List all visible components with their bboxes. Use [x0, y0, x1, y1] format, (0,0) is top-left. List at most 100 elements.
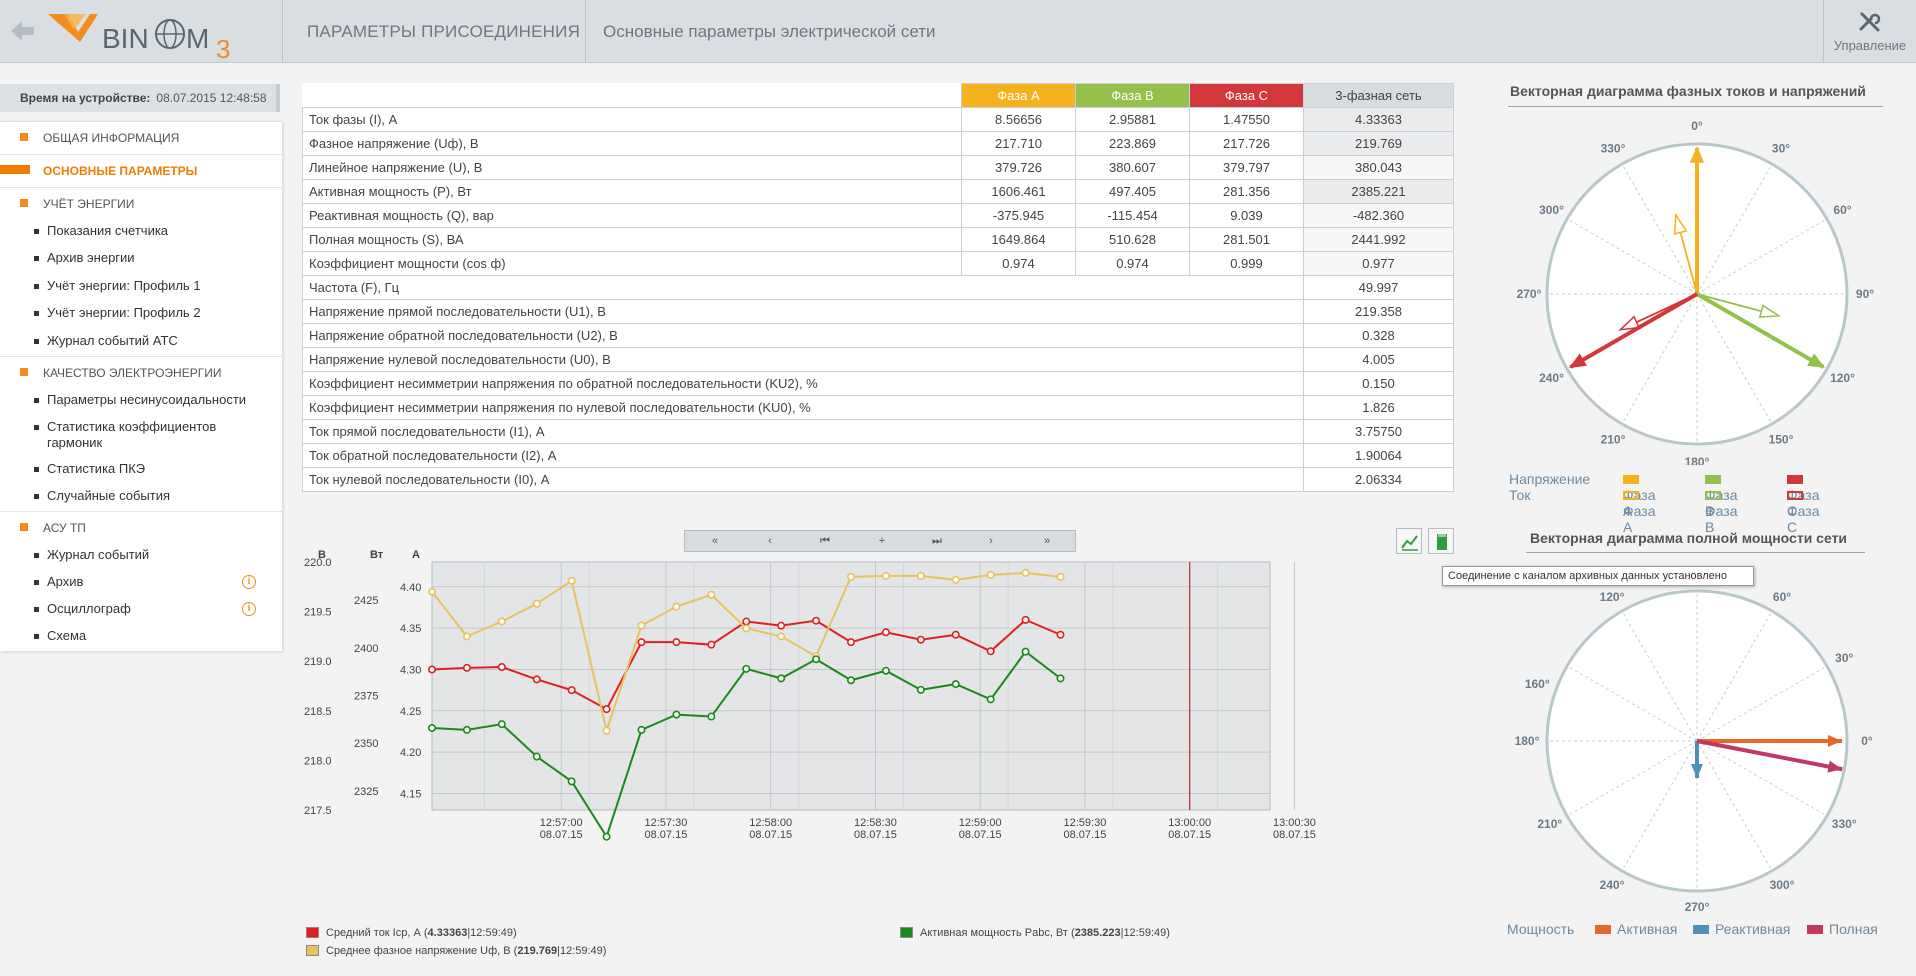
series-point: [567, 686, 576, 695]
x-tick-label: 12:58:00: [749, 817, 792, 829]
management-button[interactable]: Управление: [1824, 0, 1916, 63]
radial-guide: [1621, 740, 1698, 872]
series-point: [1021, 568, 1030, 577]
bullet-icon: [34, 634, 39, 639]
last-page-button[interactable]: »: [1043, 535, 1051, 547]
sidebar-item-harmonics-stats[interactable]: Статистика коэффициентов гармоник: [0, 419, 240, 451]
series-point: [951, 680, 960, 689]
sidebar-item-label: Схема: [47, 628, 87, 643]
three-phase-value: 4.33363: [1303, 107, 1454, 132]
sidebar-item-event-log[interactable]: Журнал событий: [0, 547, 282, 563]
sidebar-section-energy[interactable]: УЧЁТ ЭНЕРГИИ: [0, 187, 282, 217]
series-point: [846, 676, 855, 685]
header-three-phase: 3-фазная сеть: [1303, 83, 1454, 108]
legend-item-voltage[interactable]: Среднее фазное напряжение Uф, В (219.769…: [306, 945, 606, 957]
sidebar-section-label: УЧЁТ ЭНЕРГИИ: [43, 197, 135, 211]
legend-item-power[interactable]: Активная мощность Pabc, Вт (2385.223|12:…: [900, 927, 1170, 939]
sidebar-section-general[interactable]: ОБЩАЯ ИНФОРМАЦИЯ: [0, 121, 282, 151]
current-vector-b-head: [1758, 304, 1782, 318]
sidebar-item-ats-log[interactable]: Журнал событий АТС: [0, 333, 282, 349]
sidebar-item-energy-profile-1[interactable]: Учёт энергии: Профиль 1: [0, 278, 282, 294]
x-tick-date: 08.07.15: [1168, 829, 1211, 841]
param-label: Ток фазы (I), А: [302, 107, 962, 132]
section-title[interactable]: ПАРАМЕТРЫ ПРИСОЕДИНЕНИЯ: [307, 22, 581, 41]
series-point: [428, 723, 437, 732]
sidebar-item-nonsinusoidal[interactable]: Параметры несинусоидальности: [0, 392, 282, 408]
next-page-button[interactable]: ⏭: [932, 535, 942, 547]
info-icon[interactable]: i: [242, 602, 256, 616]
x-tick-label: 12:59:00: [959, 817, 1002, 829]
series-point: [742, 624, 751, 633]
legend-item-current[interactable]: Средний ток Icp, А (4.33363|12:59:49): [306, 927, 517, 939]
phase-a-value: 217.710: [961, 131, 1076, 156]
prev-page-button[interactable]: ⏮: [820, 535, 830, 547]
series-point: [1021, 615, 1030, 624]
sidebar-item-random-events[interactable]: Случайные события: [0, 488, 282, 504]
sidebar-item-meter-readings[interactable]: Показания счетчика: [0, 223, 282, 239]
sidebar-item-label: Статистика ПКЭ: [47, 461, 146, 476]
table-row: Коэффициент мощности (cos ф) 0.974 0.974 0.…: [302, 251, 1454, 276]
table-header-row: Фаза А Фаза В Фаза С 3-фазная сеть: [303, 83, 1454, 108]
voltage-vector-c: [1569, 292, 1698, 369]
sidebar-item-pqe-stats[interactable]: Статистика ПКЭ: [0, 461, 282, 477]
angle-label: 210°: [1601, 432, 1626, 446]
sidebar-item-oscillograph[interactable]: Осциллограф i: [0, 601, 282, 617]
phase-c-value: 281.501: [1189, 227, 1304, 252]
sidebar-section-power-quality[interactable]: КАЧЕСТВО ЭЛЕКТРОЭНЕРГИИ: [0, 356, 282, 386]
power-vector-2: [1696, 739, 1843, 772]
param-label: Коэффициент несимметрии напряжения по об…: [302, 371, 1304, 396]
radial-guide: [1566, 218, 1698, 295]
series-point: [672, 602, 681, 611]
x-tick-date: 08.07.15: [645, 829, 688, 841]
three-phase-value: 380.043: [1303, 155, 1454, 180]
chart-view-button[interactable]: [1396, 528, 1422, 554]
y-tick-power: 2325: [354, 786, 378, 798]
sidebar-section-label: КАЧЕСТВО ЭЛЕКТРОЭНЕРГИИ: [43, 366, 222, 380]
radial-guide: [1696, 665, 1828, 742]
series-point: [1056, 674, 1065, 683]
trend-chart[interactable]: 12:57:0008.07.1512:57:3008.07.1512:58:00…: [296, 548, 1456, 904]
binom-logo[interactable]: BIN M 3: [46, 8, 246, 64]
info-icon[interactable]: i: [242, 575, 256, 589]
angle-label: 240°: [1600, 878, 1625, 892]
y-tick-current: 4.35: [400, 623, 421, 635]
bullet-icon: [34, 494, 39, 499]
series-point: [637, 638, 646, 647]
line-chart-icon: [1401, 535, 1418, 551]
angle-label: 270°: [1685, 900, 1710, 914]
tools-icon: [1859, 12, 1881, 32]
next-step-button[interactable]: ›: [989, 535, 993, 547]
phase-vector-title: Векторная диаграмма фазных токов и напря…: [1510, 83, 1866, 99]
series-point: [881, 571, 890, 580]
back-arrow-icon[interactable]: [8, 18, 36, 44]
sidebar-section-asutp[interactable]: АСУ ТП: [0, 511, 282, 541]
series-point: [742, 617, 751, 626]
sidebar-item-scheme[interactable]: Схема: [0, 628, 282, 644]
sidebar-item-label: Учёт энергии: Профиль 2: [47, 305, 201, 320]
legend-current-c: Фаза С: [1787, 487, 1819, 535]
sidebar-item-archive[interactable]: Архив i: [0, 574, 282, 590]
angle-label: 30°: [1772, 142, 1790, 156]
x-tick-label: 12:57:30: [645, 817, 688, 829]
phase-b-value: 380.607: [1075, 155, 1190, 180]
sidebar-item-energy-archive[interactable]: Архив энергии: [0, 250, 282, 266]
angle-label: 120°: [1600, 590, 1625, 604]
radial-guide: [1621, 610, 1698, 742]
three-phase-value: 2.06334: [1303, 467, 1454, 492]
three-phase-value: 0.150: [1303, 371, 1454, 396]
y-tick-current: 4.40: [400, 582, 421, 594]
first-page-button[interactable]: «: [711, 535, 719, 547]
angle-label: 60°: [1773, 590, 1791, 604]
reset-zoom-button[interactable]: +: [878, 535, 886, 547]
sidebar-section-main-params[interactable]: ОСНОВНЫЕ ПАРАМЕТРЫ: [0, 154, 282, 184]
archive-channel-button[interactable]: [1428, 528, 1454, 554]
bullet-icon: [34, 425, 39, 430]
sidebar-item-energy-profile-2[interactable]: Учёт энергии: Профиль 2: [0, 305, 282, 321]
header-phase-b: Фаза В: [1075, 83, 1190, 108]
prev-step-button[interactable]: ‹: [768, 535, 772, 547]
power-vector-title: Векторная диаграмма полной мощности сети: [1530, 530, 1848, 546]
series-point: [532, 599, 541, 608]
phase-c-value: 9.039: [1189, 203, 1304, 228]
svg-text:3: 3: [216, 34, 230, 60]
